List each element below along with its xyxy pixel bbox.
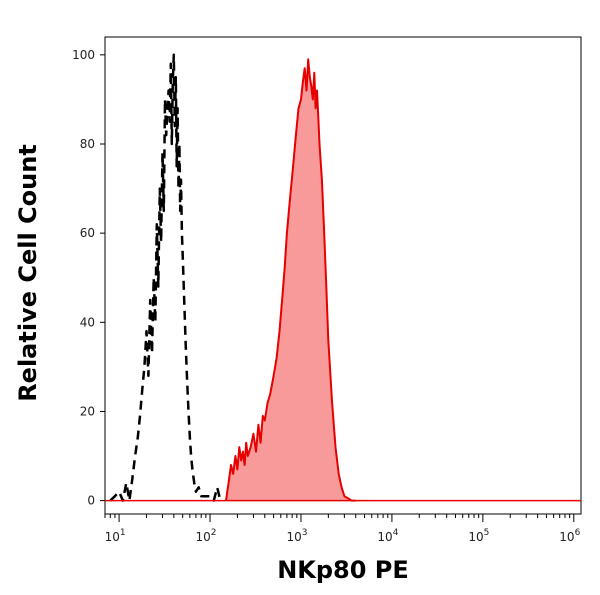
y-tick-label: 0 [87,494,95,508]
x-tick-label: 101 [105,528,126,544]
y-tick-label: 20 [80,404,95,418]
plot-frame [104,36,582,515]
x-tick-label: 105 [468,528,489,544]
y-axis-title: Relative Cell Count [14,144,42,402]
x-axis-ticks: 101 102 103 104 105 106 [104,514,581,544]
series-1-line [109,53,222,502]
series-2-area [226,59,356,501]
x-tick-label: 104 [377,528,398,544]
x-axis-title: NKp80 PE [277,556,409,584]
y-tick-label: 80 [80,137,95,151]
y-axis-ticks: 0 20 40 60 80 100 [72,48,105,508]
x-tick-label: 103 [286,528,307,544]
series-2-line [225,58,356,502]
y-tick-label: 40 [80,315,95,329]
series-layer [105,53,581,502]
x-tick-label: 102 [196,528,217,544]
y-tick-label: 100 [72,48,95,62]
y-tick-label: 60 [80,226,95,240]
x-tick-label: 106 [559,528,580,544]
